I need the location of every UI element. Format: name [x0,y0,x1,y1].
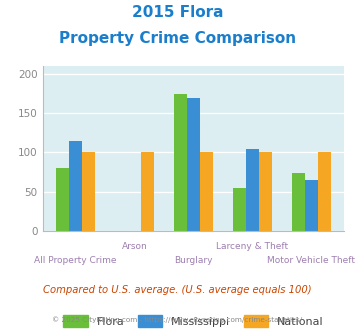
Bar [56,168,69,231]
Text: Burglary: Burglary [174,256,213,265]
Bar [187,98,200,231]
Bar [174,94,187,231]
Bar [318,152,331,231]
Bar [292,173,305,231]
Bar [69,142,82,231]
Bar [305,180,318,231]
Text: Property Crime Comparison: Property Crime Comparison [59,31,296,46]
Legend: Flora, Mississippi, National: Flora, Mississippi, National [59,311,328,330]
Text: Motor Vehicle Theft: Motor Vehicle Theft [267,256,355,265]
Text: All Property Crime: All Property Crime [34,256,117,265]
Bar [246,148,259,231]
Text: 2015 Flora: 2015 Flora [132,5,223,20]
Text: Arson: Arson [122,242,147,251]
Text: © 2025 CityRating.com - https://www.cityrating.com/crime-statistics/: © 2025 CityRating.com - https://www.city… [53,317,302,323]
Bar [200,152,213,231]
Text: Larceny & Theft: Larceny & Theft [216,242,288,251]
Bar [82,152,95,231]
Bar [233,188,246,231]
Text: Compared to U.S. average. (U.S. average equals 100): Compared to U.S. average. (U.S. average … [43,285,312,295]
Bar [259,152,272,231]
Bar [141,152,154,231]
